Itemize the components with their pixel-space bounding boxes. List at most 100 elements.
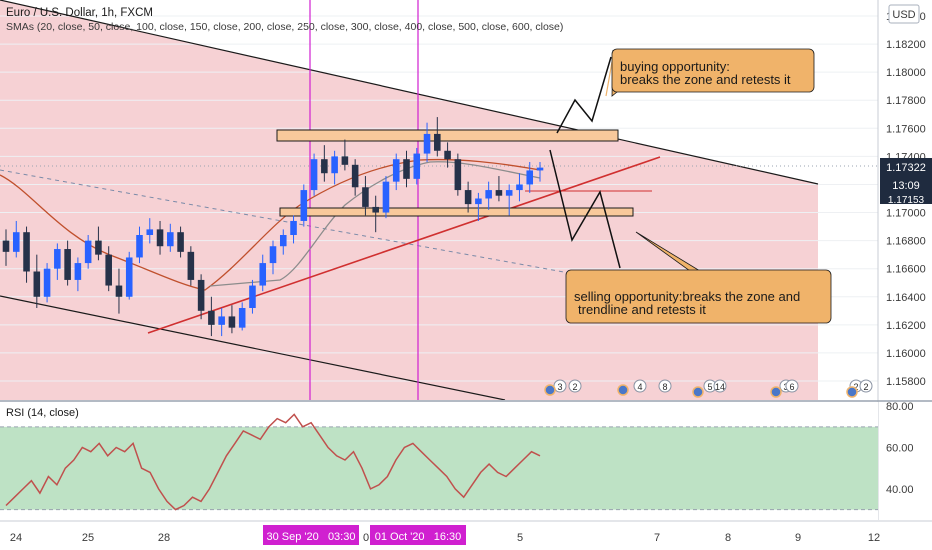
candle-body xyxy=(413,153,421,179)
candle-body xyxy=(382,181,390,213)
event-badge[interactable]: 4 xyxy=(633,379,647,393)
support-trendline[interactable] xyxy=(147,156,661,334)
candle-body xyxy=(423,133,431,154)
candle-body xyxy=(475,198,482,205)
event-badge-count: 6 xyxy=(789,382,794,392)
event-badge-count: 14 xyxy=(715,382,725,392)
earnings-icon[interactable] xyxy=(544,384,556,396)
rsi-tick-label: 40.00 xyxy=(886,484,914,496)
price-tick-label: 1.18200 xyxy=(886,39,926,51)
candle-body xyxy=(208,310,215,325)
event-badge[interactable]: 6 xyxy=(785,379,799,393)
candle-body xyxy=(74,263,82,280)
sell-projection-path[interactable] xyxy=(549,149,621,269)
candle-body xyxy=(454,159,462,191)
buy-projection-path[interactable] xyxy=(556,56,612,134)
price-tick-label: 1.15800 xyxy=(886,376,926,388)
candle-body xyxy=(259,263,267,286)
candle-body xyxy=(12,232,20,252)
event-badge-count: 2 xyxy=(572,382,577,392)
candle-body xyxy=(495,190,503,196)
time-tick-label: 25 xyxy=(82,532,94,544)
event-badge-count: 2 xyxy=(853,382,858,392)
candle-body xyxy=(84,240,92,264)
svg-text:USD: USD xyxy=(892,9,915,21)
price-tick-label: 1.16600 xyxy=(886,264,926,276)
candle-body xyxy=(156,229,164,247)
candle-body xyxy=(331,156,338,174)
time-highlight-2: 01 Oct '20 16:30 xyxy=(370,525,466,545)
channel-midline-dashed xyxy=(0,169,819,319)
candle-body xyxy=(177,232,184,252)
earnings-icon[interactable] xyxy=(692,386,704,398)
svg-text:30 Sep '20 03:30: 30 Sep '20 03:30 xyxy=(267,531,356,543)
partial-price-value: 1.17153 xyxy=(888,195,925,206)
price-tick-label: 1.17800 xyxy=(886,95,926,107)
candle-body xyxy=(403,159,410,179)
candle-body xyxy=(485,190,492,199)
channel-lower-line[interactable] xyxy=(0,295,506,400)
event-badge[interactable]: 14 xyxy=(713,379,727,393)
candle-body xyxy=(392,159,400,182)
candle-body xyxy=(125,257,133,297)
candle-body xyxy=(434,133,441,151)
event-badge[interactable]: 8 xyxy=(658,379,672,393)
candle-body xyxy=(228,316,236,328)
candle-body xyxy=(341,156,349,165)
event-badge[interactable]: 2 xyxy=(859,379,873,393)
candle-body xyxy=(249,285,256,308)
rsi-tick-label: 60.00 xyxy=(886,443,914,455)
candle-body xyxy=(290,220,297,235)
price-tick-label: 1.17000 xyxy=(886,208,926,220)
last-price-badge: 1.17322 13:09 xyxy=(880,158,932,193)
support-zone[interactable] xyxy=(279,207,634,217)
event-badge[interactable]: 2 xyxy=(568,379,582,393)
earnings-icon[interactable] xyxy=(770,386,782,398)
candle-body xyxy=(187,251,195,280)
time-tick-label: 9 xyxy=(795,532,801,544)
event-badge[interactable]: 3 xyxy=(553,379,567,393)
time-tick-label: 12 xyxy=(868,532,880,544)
chart-title: Euro / U.S. Dollar, 1h, FXCM xyxy=(6,7,153,19)
price-tick-label: 1.16400 xyxy=(886,292,926,304)
currency-button[interactable]: USD xyxy=(888,4,920,24)
candle-body xyxy=(362,187,369,207)
time-tick-label: 8 xyxy=(725,532,731,544)
buy-callout[interactable]: buying opportunity: breaks the zone and … xyxy=(611,48,815,97)
event-badge-count: 3 xyxy=(557,382,562,392)
sma-slow-line xyxy=(209,161,541,287)
partial-price-badge: 1.17153 xyxy=(880,193,932,206)
earnings-icon[interactable] xyxy=(617,384,629,396)
candle-body xyxy=(167,232,174,247)
price-gridlines xyxy=(0,15,878,382)
candle-body xyxy=(33,271,41,297)
sell-callout[interactable]: selling opportunity:breaks the zone and … xyxy=(565,269,832,324)
candle-body xyxy=(536,167,544,171)
candle-body xyxy=(505,190,513,196)
candle-body xyxy=(279,235,287,247)
event-badge-count: 2 xyxy=(863,382,868,392)
channel-upper-line[interactable] xyxy=(0,0,819,185)
sma-indicator-label[interactable]: SMAs (20, close, 50, close, 100, close, … xyxy=(6,21,563,33)
resistance-zone[interactable] xyxy=(276,129,619,142)
price-tick-label: 1.16200 xyxy=(886,320,926,332)
candle-body xyxy=(238,308,246,328)
candle-body xyxy=(23,232,30,272)
event-badge-count: 5 xyxy=(707,382,712,392)
candle-body xyxy=(310,159,318,191)
time-axis-partial-label: 0 xyxy=(363,532,369,544)
candle-body xyxy=(95,240,102,255)
candle-body xyxy=(351,164,359,188)
candle-body xyxy=(321,159,328,174)
candle-body xyxy=(444,150,451,160)
candle-body xyxy=(43,268,51,297)
rsi-title[interactable]: RSI (14, close) xyxy=(6,407,79,419)
candle-body xyxy=(218,316,225,325)
price-tick-label: 1.17600 xyxy=(886,123,926,135)
candle-body xyxy=(372,206,379,213)
earnings-icon[interactable] xyxy=(846,386,858,398)
buy-callout-pointer xyxy=(605,61,613,97)
sell-callout-line-1: selling opportunity:breaks the zone and xyxy=(574,289,800,304)
event-badges: 32485143622 xyxy=(544,379,873,398)
